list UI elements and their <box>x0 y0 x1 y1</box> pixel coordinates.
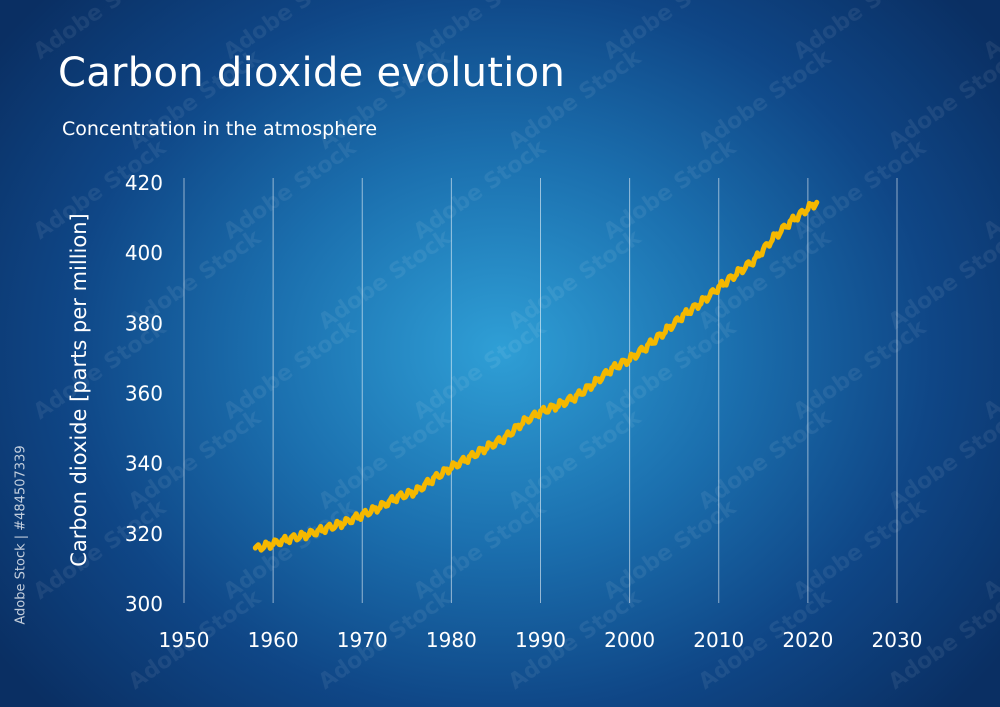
x-tick-2000: 2000 <box>604 628 655 652</box>
watermark-text-20: Adobe Stock <box>504 225 647 335</box>
x-tick-1970: 1970 <box>337 628 388 652</box>
data-point-1970 <box>360 512 365 517</box>
x-tick-1980: 1980 <box>426 628 477 652</box>
data-point-2020 <box>805 206 810 211</box>
watermark-text-29: Adobe Stock <box>979 315 1000 425</box>
watermark-text-28: Adobe Stock <box>789 315 932 425</box>
watermark-text-37: Adobe Stock <box>219 495 362 605</box>
data-point-1990 <box>538 410 543 415</box>
data-point-1982 <box>467 455 472 460</box>
watermark-text-38: Adobe Stock <box>409 495 552 605</box>
y-tick-340: 340 <box>125 452 163 476</box>
watermark-text-21: Adobe Stock <box>694 225 837 335</box>
x-tick-1960: 1960 <box>248 628 299 652</box>
data-point-1984 <box>485 445 490 450</box>
data-point-1996 <box>591 381 596 386</box>
x-tick-labels: 1950 1960 1970 1980 1990 2000 2010 2020 2030 <box>159 628 923 652</box>
watermark-text-34: Adobe Stock <box>884 405 1000 515</box>
watermark-layer: Adobe Stock Adobe Stock Adobe Stock Adobe S… <box>29 0 1000 695</box>
watermark-text-19: Adobe Stock <box>314 225 457 335</box>
series-layer <box>252 199 820 553</box>
chart-title: Carbon dioxide evolution <box>58 50 566 96</box>
watermark-text-41: Adobe Stock <box>979 495 1000 605</box>
watermark-text-25: Adobe Stock <box>219 315 362 425</box>
watermark-text-15: Adobe Stock <box>599 135 742 245</box>
watermark-text-17: Adobe Stock <box>979 135 1000 245</box>
data-point-1960 <box>271 541 276 546</box>
data-point-2004 <box>663 329 668 334</box>
data-point-2012 <box>734 271 739 276</box>
watermark-text-22: Adobe Stock <box>884 225 1000 335</box>
data-point-2000 <box>627 357 632 362</box>
watermark-text-33: Adobe Stock <box>694 405 837 515</box>
y-tick-360: 360 <box>125 382 163 406</box>
y-tick-labels: 300 320 340 360 380 400 420 <box>125 171 163 616</box>
data-point-1994 <box>574 394 579 399</box>
x-tick-1990: 1990 <box>515 628 566 652</box>
y-tick-320: 320 <box>125 522 163 546</box>
watermark-text-36: Adobe Stock <box>29 495 172 605</box>
watermark-text-10: Adobe Stock <box>884 45 1000 155</box>
watermark-text-9: Adobe Stock <box>694 45 837 155</box>
x-tick-2010: 2010 <box>693 628 744 652</box>
data-point-1992 <box>556 403 561 408</box>
data-point-1976 <box>413 489 418 494</box>
watermark-text-13: Adobe Stock <box>219 135 362 245</box>
y-tick-380: 380 <box>125 311 163 335</box>
watermark-text-26: Adobe Stock <box>409 315 552 425</box>
y-axis-label: Carbon dioxide [parts per million] <box>67 213 91 567</box>
y-tick-420: 420 <box>125 171 163 195</box>
data-point-2010 <box>716 285 721 290</box>
data-point-2002 <box>645 344 650 349</box>
data-point-2008 <box>698 300 703 305</box>
data-point-1986 <box>502 436 507 441</box>
stock-id-label: Adobe Stock | #484507339 <box>13 445 29 625</box>
watermark-text-39: Adobe Stock <box>599 495 742 605</box>
data-point-2018 <box>788 220 793 225</box>
data-point-1962 <box>288 536 293 541</box>
data-point-2006 <box>681 313 686 318</box>
data-point-1974 <box>395 495 400 500</box>
watermark-text-16: Adobe Stock <box>789 135 932 245</box>
data-point-1968 <box>342 520 347 525</box>
data-point-1980 <box>449 465 454 470</box>
co2-series-line <box>252 199 820 553</box>
x-tick-2030: 2030 <box>872 628 923 652</box>
data-point-1972 <box>378 504 383 509</box>
x-tick-2020: 2020 <box>782 628 833 652</box>
data-point-1998 <box>609 366 614 371</box>
gridlines <box>183 178 898 603</box>
y-tick-300: 300 <box>125 592 163 616</box>
data-point-1988 <box>520 420 525 425</box>
data-point-1966 <box>324 526 329 531</box>
data-point-2014 <box>752 258 757 263</box>
watermark-text-40: Adobe Stock <box>789 495 932 605</box>
x-tick-1950: 1950 <box>159 628 210 652</box>
watermark-text-31: Adobe Stock <box>314 405 457 515</box>
y-tick-400: 400 <box>125 241 163 265</box>
data-point-2021 <box>814 200 819 205</box>
watermark-text-14: Adobe Stock <box>409 135 552 245</box>
data-point-2016 <box>770 237 775 242</box>
chart-subtitle: Concentration in the atmosphere <box>62 118 378 140</box>
data-point-1964 <box>306 532 311 537</box>
data-point-1978 <box>431 476 436 481</box>
data-point-1958 <box>253 546 258 551</box>
